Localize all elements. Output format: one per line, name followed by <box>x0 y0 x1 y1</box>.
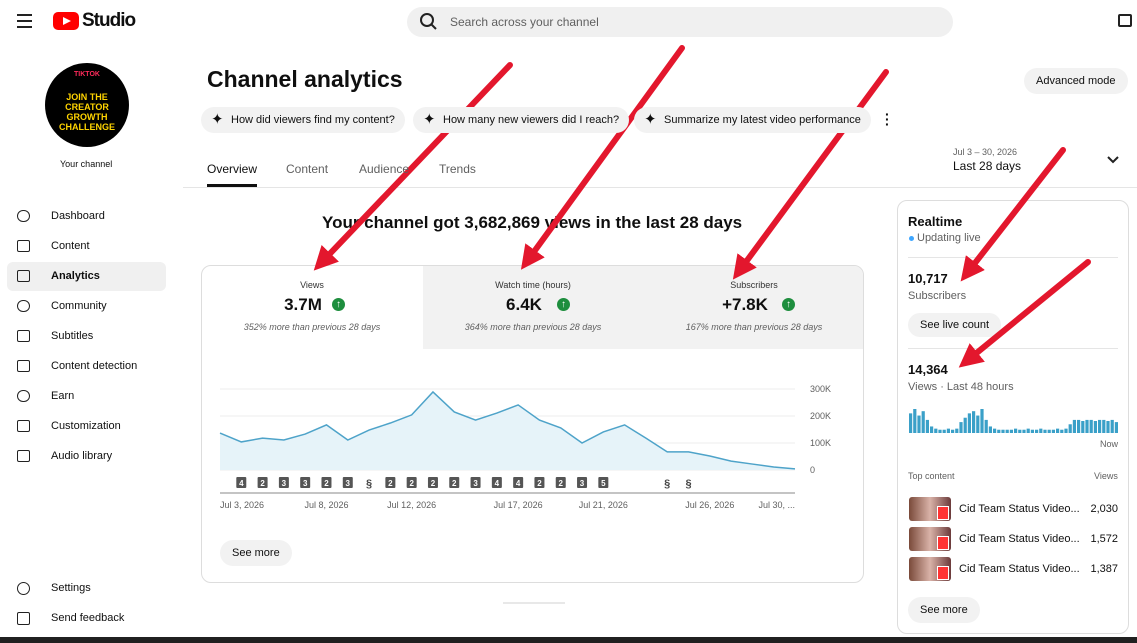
search-placeholder: Search across your channel <box>450 15 599 29</box>
trend-up-icon: ↑ <box>332 298 345 311</box>
nav-icon <box>17 420 30 432</box>
nav-icon <box>17 270 30 282</box>
content-title[interactable]: Cid Team Status Video... <box>959 533 1080 545</box>
search-box[interactable]: Search across your channel <box>407 7 953 37</box>
trend-up-icon: ↑ <box>782 298 795 311</box>
tab-underline <box>207 184 257 187</box>
nav-item[interactable]: Send feedback <box>51 612 125 624</box>
nav-icon <box>17 300 30 312</box>
nav-icon <box>17 582 30 595</box>
metric-label: Subscribers <box>730 280 778 290</box>
chip-label: Summarize my latest video performance <box>664 114 861 126</box>
views-label: Views · Last 48 hours <box>908 381 1014 393</box>
trend-up-icon: ↑ <box>557 298 570 311</box>
search-icon <box>420 13 437 30</box>
subscribers-value: 10,717 <box>908 271 948 286</box>
nav-icon <box>17 390 30 402</box>
divider <box>908 257 1118 258</box>
metric-value: +7.8K <box>722 295 768 314</box>
nav-icon <box>17 612 30 625</box>
chip-label: How many new viewers did I reach? <box>443 114 620 126</box>
nav-icon <box>17 450 30 462</box>
avatar-text: JOIN THE CREATOR GROWTH CHALLENGE <box>59 92 115 132</box>
realtime-see-more-button[interactable]: See more <box>908 597 980 623</box>
sparkle-icon: ✦ <box>423 111 436 128</box>
realtime-status: Updating live <box>917 232 981 244</box>
metric-label: Views <box>300 280 324 290</box>
nav-item[interactable]: Dashboard <box>51 210 105 222</box>
nav-item[interactable]: Earn <box>51 390 75 402</box>
nav-item[interactable]: Audio library <box>51 450 113 462</box>
date-label[interactable]: Last 28 days <box>953 159 1022 173</box>
see-more-button[interactable]: See more <box>220 540 292 566</box>
scroll-indicator <box>503 602 565 604</box>
shorts-badge <box>937 536 949 550</box>
nav-selected <box>7 262 166 291</box>
content-title[interactable]: Cid Team Status Video... <box>959 503 1080 515</box>
avatar-top: TIKTOK <box>74 71 100 78</box>
sparkle-icon: ✦ <box>211 111 224 128</box>
metric-label: Watch time (hours) <box>495 280 571 290</box>
tab[interactable]: Overview <box>207 162 258 176</box>
more-icon[interactable]: · · · <box>885 106 890 132</box>
subscribers-label: Subscribers <box>908 290 967 302</box>
dropdown-icon[interactable] <box>1106 155 1120 165</box>
shorts-badge <box>937 506 949 520</box>
tabs-divider <box>183 187 1137 188</box>
headline: Your channel got 3,682,869 views in the … <box>322 213 743 232</box>
chip[interactable]: How many new viewers did I reach? <box>413 107 630 133</box>
taskbar <box>0 637 1137 643</box>
metric-note: 167% more than previous 28 days <box>685 322 823 332</box>
nav-item[interactable]: Content <box>51 240 90 252</box>
nav-item[interactable]: Analytics <box>51 270 100 282</box>
tab[interactable]: Audience <box>359 162 410 176</box>
channel-label: Your channel <box>60 159 113 169</box>
feedback-icon[interactable] <box>1118 14 1132 27</box>
live-dot <box>909 236 914 241</box>
content-views: 2,030 <box>1090 503 1118 515</box>
avatar: TIKTOK JOIN THE CREATOR GROWTH CHALLENGE <box>45 63 129 147</box>
menu-button[interactable] <box>17 14 32 28</box>
divider <box>908 348 1118 349</box>
see-live-count-button[interactable]: See live count <box>908 313 1002 337</box>
realtime-title: Realtime <box>908 214 963 229</box>
brand: Studio <box>82 10 136 31</box>
views-header: Views <box>1094 471 1118 481</box>
nav-icon <box>17 210 30 222</box>
sparkle-icon: ✦ <box>644 111 657 128</box>
metric-value: 3.7M <box>284 295 322 314</box>
nav-item[interactable]: Content detection <box>51 360 138 372</box>
views-value: 14,364 <box>908 362 948 377</box>
content-title[interactable]: Cid Team Status Video... <box>959 563 1080 575</box>
nav-item[interactable]: Community <box>51 300 107 312</box>
advanced-mode-button[interactable]: Advanced mode <box>1024 68 1128 94</box>
nav-item[interactable]: Customization <box>51 420 121 432</box>
date-range: Jul 3 – 30, 2026 <box>953 147 1018 157</box>
top-content-header: Top content <box>908 471 955 481</box>
nav-item[interactable]: Subtitles <box>51 330 94 342</box>
nav-icon <box>17 330 30 342</box>
logo[interactable] <box>53 12 79 30</box>
chip[interactable]: Summarize my latest video performance <box>634 107 871 133</box>
chip[interactable]: How did viewers find my content? <box>201 107 405 133</box>
metric-note: 352% more than previous 28 days <box>243 322 381 332</box>
content-views: 1,572 <box>1090 533 1118 545</box>
metric-value: 6.4K <box>506 295 542 314</box>
tab[interactable]: Trends <box>439 162 476 176</box>
nav-item[interactable]: Settings <box>51 582 91 594</box>
page-title: Channel analytics <box>207 66 403 92</box>
chip-label: How did viewers find my content? <box>231 114 395 126</box>
tab[interactable]: Content <box>286 162 329 176</box>
content-views: 1,387 <box>1090 563 1118 575</box>
metric-note: 364% more than previous 28 days <box>464 322 602 332</box>
nav-icon <box>17 360 30 372</box>
shorts-badge <box>937 566 949 580</box>
now-label: Now <box>1100 439 1119 449</box>
nav-icon <box>17 240 30 252</box>
